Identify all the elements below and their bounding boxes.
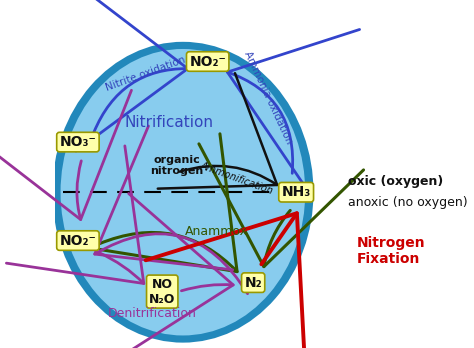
Ellipse shape (52, 42, 313, 343)
Text: Ammonification: Ammonification (199, 160, 274, 196)
Text: N₂: N₂ (245, 276, 262, 290)
Text: Nitrite oxidation: Nitrite oxidation (104, 55, 187, 93)
Text: oxic (oxygen): oxic (oxygen) (348, 175, 444, 188)
Text: NO₂⁻: NO₂⁻ (59, 234, 96, 247)
Text: Nitrification: Nitrification (124, 115, 213, 130)
Text: Anammox: Anammox (184, 225, 247, 238)
Text: NO₂⁻: NO₂⁻ (189, 55, 226, 69)
Text: Ammonia oxidation: Ammonia oxidation (242, 49, 294, 145)
Text: NH₃: NH₃ (282, 185, 311, 199)
Text: NO₃⁻: NO₃⁻ (59, 135, 96, 149)
Text: NO
N₂O: NO N₂O (149, 278, 175, 306)
Text: anoxic (no oxygen): anoxic (no oxygen) (348, 197, 468, 209)
Ellipse shape (61, 49, 305, 335)
Text: organic
nitrogen: organic nitrogen (150, 155, 204, 176)
Text: Nitrogen
Fixation: Nitrogen Fixation (356, 236, 425, 267)
Text: Denitrification: Denitrification (108, 308, 197, 321)
